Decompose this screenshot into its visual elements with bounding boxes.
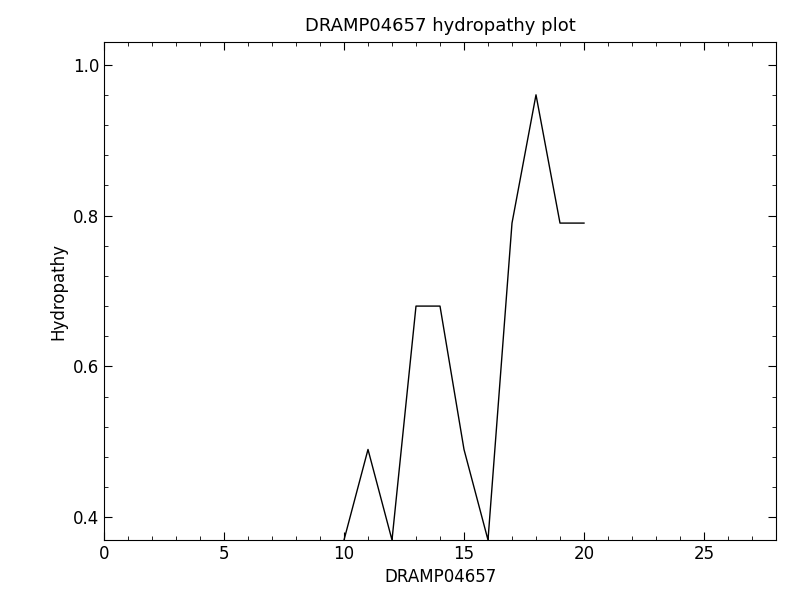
X-axis label: DRAMP04657: DRAMP04657 (384, 568, 496, 586)
Title: DRAMP04657 hydropathy plot: DRAMP04657 hydropathy plot (305, 17, 575, 35)
Y-axis label: Hydropathy: Hydropathy (50, 242, 67, 340)
